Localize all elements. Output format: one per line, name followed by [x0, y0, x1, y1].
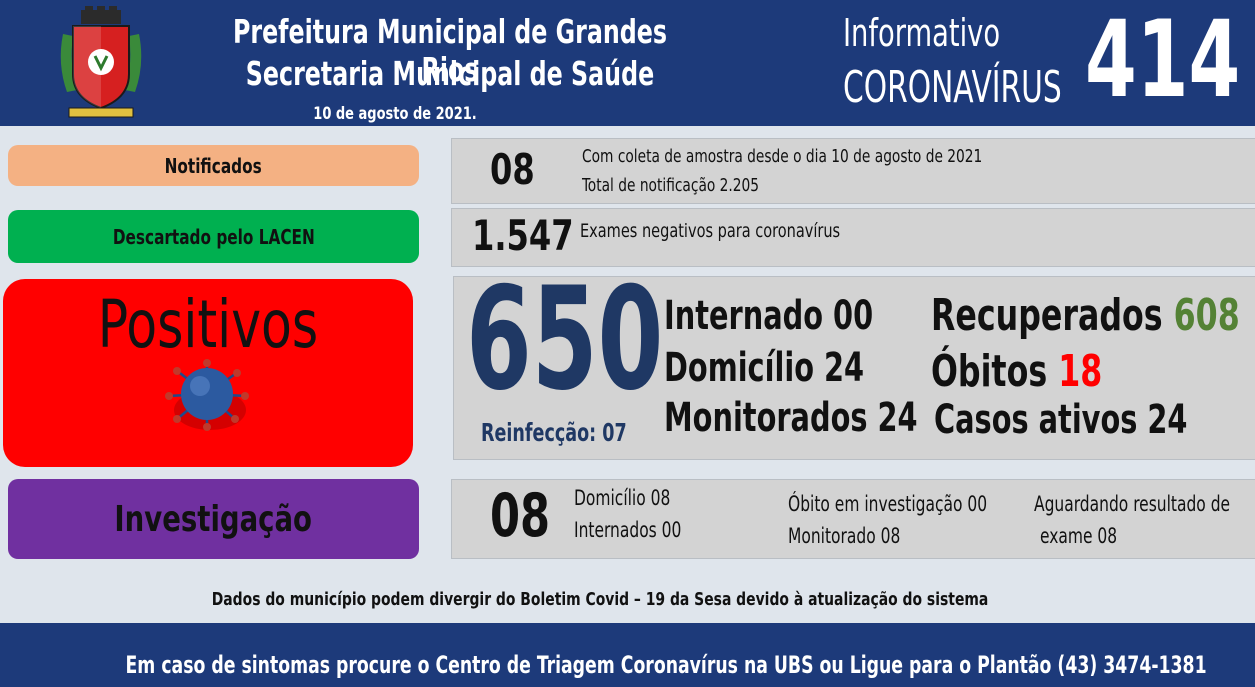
investigacao-label: Investigação [114, 498, 313, 540]
investigacao-monitorado: Monitorado 08 [788, 524, 901, 548]
descartado-panel [451, 208, 1255, 267]
positivos-value: 650 [466, 257, 664, 422]
descartado-label: Descartado pelo LACEN [112, 224, 315, 249]
footer-contact-text: Em caso de sintomas procure o Centro de … [125, 651, 1207, 679]
obitos-label: Óbitos [931, 346, 1048, 397]
internado-count: Internado 00 [664, 293, 874, 339]
recuperados-value: 608 [1173, 290, 1240, 341]
notificados-label-box: Notificados [8, 145, 419, 186]
coronavirus-icon [165, 359, 249, 431]
obitos-row: Óbitos 18 [931, 346, 1102, 398]
header-coronavirus-label: CORONAVÍRUS [843, 62, 1062, 113]
footer-bar [0, 623, 1255, 687]
header-title-municipality: Prefeitura Municipal de Grandes Rios [232, 12, 668, 89]
notificados-label: Notificados [164, 153, 263, 178]
investigacao-domicilio: Domicílio 08 [574, 486, 671, 510]
investigacao-value: 08 [490, 481, 551, 551]
investigacao-aguardando-2: exame 08 [1040, 524, 1118, 548]
domicilio-count: Domicílio 24 [664, 345, 865, 391]
header-date: 10 de agosto de 2021. [313, 104, 477, 124]
header-title-secretariat: Secretaria Municipal de Saúde [245, 54, 655, 93]
reinfeccao-count: Reinfecção: 07 [481, 418, 627, 447]
recuperados-row: Recuperados 608 [931, 290, 1240, 342]
positivos-panel [453, 276, 1255, 460]
investigacao-obito: Óbito em investigação 00 [788, 492, 988, 516]
notificados-value: 08 [490, 145, 535, 194]
casos-ativos-count: Casos ativos 24 [934, 397, 1188, 443]
header-info-label: Informativo [843, 11, 1001, 55]
descartado-value: 1.547 [472, 211, 574, 260]
disclaimer-text: Dados do município podem divergir do Bol… [211, 589, 989, 610]
investigacao-internados: Internados 00 [574, 518, 682, 542]
notificados-detail-1: Com coleta de amostra desde o dia 10 de … [582, 146, 983, 167]
obitos-value: 18 [1058, 346, 1103, 397]
descartado-label-box: Descartado pelo LACEN [8, 210, 419, 263]
investigacao-panel [451, 479, 1255, 559]
positivos-label: Positivos [97, 286, 319, 363]
header-bulletin-number: 414 [1085, 0, 1241, 121]
investigacao-aguardando-1: Aguardando resultado de [1034, 492, 1231, 516]
investigacao-label-box: Investigação [8, 479, 419, 559]
descartado-detail: Exames negativos para coronavírus [580, 220, 841, 242]
notificados-detail-2: Total de notificação 2.205 [582, 175, 760, 196]
header-bar [0, 0, 1255, 126]
municipal-crest-icon [60, 6, 142, 118]
notificados-panel [451, 138, 1255, 204]
recuperados-label: Recuperados [931, 290, 1163, 341]
monitorados-count: Monitorados 24 [664, 395, 918, 441]
